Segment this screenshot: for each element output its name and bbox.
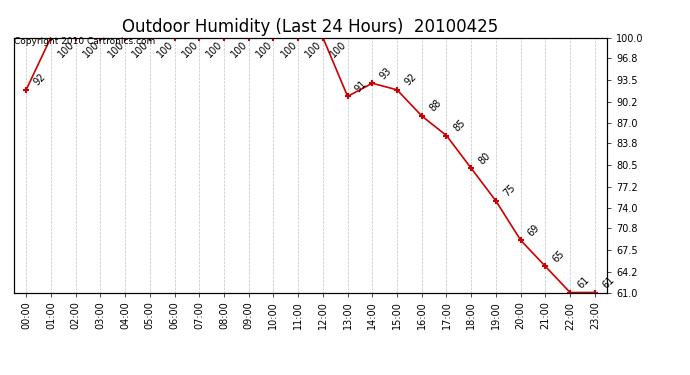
Text: 100: 100 <box>254 39 275 59</box>
Text: 100: 100 <box>57 39 77 59</box>
Text: 100: 100 <box>130 39 150 59</box>
Text: 100: 100 <box>205 39 225 59</box>
Text: 92: 92 <box>402 72 418 88</box>
Text: 100: 100 <box>180 39 200 59</box>
Text: 92: 92 <box>32 72 48 88</box>
Text: 61: 61 <box>600 274 616 290</box>
Text: Copyright 2010 Cartronics.com: Copyright 2010 Cartronics.com <box>14 38 155 46</box>
Text: 85: 85 <box>452 118 468 134</box>
Text: 88: 88 <box>427 98 443 114</box>
Text: 61: 61 <box>575 274 591 290</box>
Title: Outdoor Humidity (Last 24 Hours)  20100425: Outdoor Humidity (Last 24 Hours) 2010042… <box>122 18 499 36</box>
Text: 100: 100 <box>328 39 348 59</box>
Text: 100: 100 <box>81 39 101 59</box>
Text: 100: 100 <box>230 39 250 59</box>
Text: 91: 91 <box>353 78 369 94</box>
Text: 100: 100 <box>106 39 126 59</box>
Text: 69: 69 <box>526 222 542 238</box>
Text: 65: 65 <box>551 248 566 264</box>
Text: 100: 100 <box>279 39 299 59</box>
Text: 75: 75 <box>502 183 518 199</box>
Text: 100: 100 <box>155 39 175 59</box>
Text: 93: 93 <box>378 65 393 81</box>
Text: 80: 80 <box>477 150 493 166</box>
Text: 100: 100 <box>304 39 324 59</box>
